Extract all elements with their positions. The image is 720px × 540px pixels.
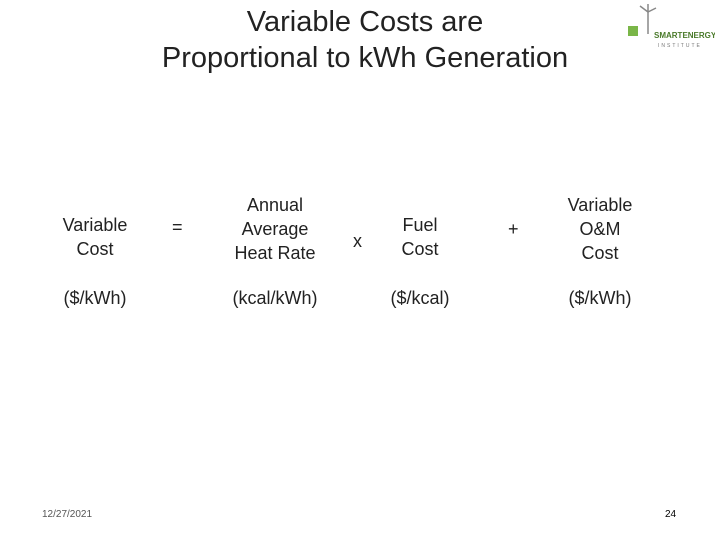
term-line: Variable — [62, 215, 128, 235]
term: Variable O&M Cost — [535, 193, 665, 265]
title-line: Proportional to kWh Generation — [161, 42, 569, 74]
term-line: Cost — [581, 243, 619, 263]
page-number: 24 — [665, 509, 677, 520]
logo-subtext: INSTITUTE — [658, 43, 702, 49]
unit: ($/kWh) — [63, 288, 127, 308]
logo: SMARTENERGY INSTITUTE — [628, 4, 715, 49]
unit: ($/kcal) — [390, 288, 450, 308]
title-line: Variable Costs are — [246, 6, 484, 38]
operator: + — [508, 219, 519, 239]
term-line: Annual — [246, 195, 304, 215]
term-line: Cost — [76, 239, 114, 259]
term-line: Variable — [567, 195, 633, 215]
term: Variable Cost — [30, 213, 160, 261]
title: Variable Costs are Proportional to kWh G… — [100, 4, 630, 76]
term-line: Heat Rate — [234, 243, 316, 263]
term-line: Cost — [401, 239, 439, 259]
logo-text: SMARTENERGY — [654, 31, 715, 40]
unit: ($/kWh) — [568, 288, 632, 308]
unit: (kcal/kWh) — [232, 288, 318, 308]
footer-date: 12/27/2021 — [42, 509, 93, 520]
operator: x — [353, 231, 362, 251]
term-line: O&M — [579, 219, 621, 239]
term: Annual Average Heat Rate — [210, 193, 340, 265]
term-line: Average — [241, 219, 309, 239]
term-line: Fuel — [402, 215, 438, 235]
operator: = — [172, 217, 183, 237]
term: Fuel Cost — [355, 213, 485, 261]
